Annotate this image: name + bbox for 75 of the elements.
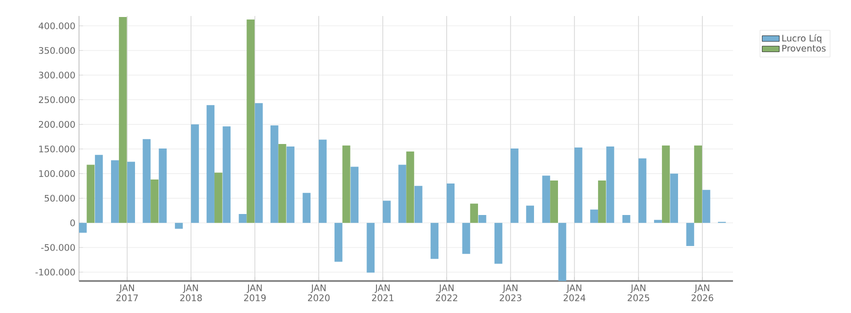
x-tick-label: JAN 2021 [372, 284, 394, 302]
bar [191, 124, 199, 223]
x-tick-label: JAN 2025 [628, 284, 650, 302]
legend-label: Proventos [782, 44, 826, 52]
bar [94, 154, 103, 223]
bar [686, 222, 694, 246]
bar [246, 19, 255, 223]
bar [302, 192, 311, 223]
y-tick-label: 50.000 [44, 194, 75, 202]
x-tick-label: JAN 2022 [436, 284, 458, 302]
bar [222, 126, 231, 223]
y-tick-label: 150.000 [39, 146, 75, 152]
y-tick-label: 200.000 [38, 120, 75, 128]
bar [111, 160, 119, 223]
bar [174, 222, 183, 229]
bar [558, 222, 566, 281]
bar [127, 162, 136, 223]
y-tick-label: 0 [70, 219, 75, 226]
x-tick-label: JAN 2020 [308, 284, 330, 302]
bar [598, 180, 606, 223]
bar [278, 144, 286, 223]
y-tick-label: 250.000 [38, 96, 75, 104]
bar [350, 166, 358, 223]
bar [342, 146, 350, 223]
y-tick-label: 350.000 [38, 47, 75, 54]
bar [270, 125, 278, 223]
bar [286, 146, 294, 223]
x-tick-label: JAN 2023 [500, 284, 522, 302]
bar [670, 174, 678, 223]
bar [510, 148, 518, 223]
x-tick-label: JAN 2018 [180, 284, 202, 302]
bar [206, 105, 214, 223]
bar [526, 206, 534, 223]
y-tick-label: -50.000 [41, 244, 75, 251]
bar [574, 148, 582, 223]
x-tick-label: JAN 2026 [692, 284, 714, 302]
bar [654, 220, 662, 223]
bar [406, 151, 414, 223]
bar [606, 146, 614, 223]
bar [118, 16, 127, 223]
bar [470, 204, 478, 223]
x-tick-label: JAN 2024 [564, 284, 586, 302]
y-tick-label: 300.000 [38, 72, 75, 78]
bar [430, 222, 438, 259]
bar [150, 180, 158, 223]
bar [238, 214, 247, 223]
y-tick-label: 100.000 [39, 170, 75, 178]
bar [414, 186, 422, 223]
x-tick-label: JAN 2019 [244, 284, 266, 302]
bar [478, 214, 486, 223]
y-tick-label: 400.000 [38, 22, 75, 30]
bar [662, 146, 670, 223]
x-tick-label: JAN 2017 [116, 284, 138, 302]
y-tick-label: -100.000 [35, 268, 75, 276]
bar [462, 222, 470, 254]
bar [318, 140, 327, 223]
bar [702, 190, 710, 223]
bar [334, 222, 342, 262]
bar [214, 172, 222, 223]
bar [694, 146, 702, 223]
bar [382, 200, 391, 223]
bar [142, 139, 151, 223]
bar [398, 164, 406, 223]
bar [622, 214, 630, 223]
bar [254, 103, 263, 223]
bar [542, 176, 550, 223]
bar [550, 180, 558, 223]
bar [590, 210, 598, 223]
legend-label: Lucro Líq [782, 34, 822, 44]
bar [366, 222, 375, 273]
bar [446, 183, 455, 223]
bar [638, 158, 646, 223]
bar [494, 222, 502, 264]
bar [86, 164, 95, 223]
bar [158, 148, 167, 223]
